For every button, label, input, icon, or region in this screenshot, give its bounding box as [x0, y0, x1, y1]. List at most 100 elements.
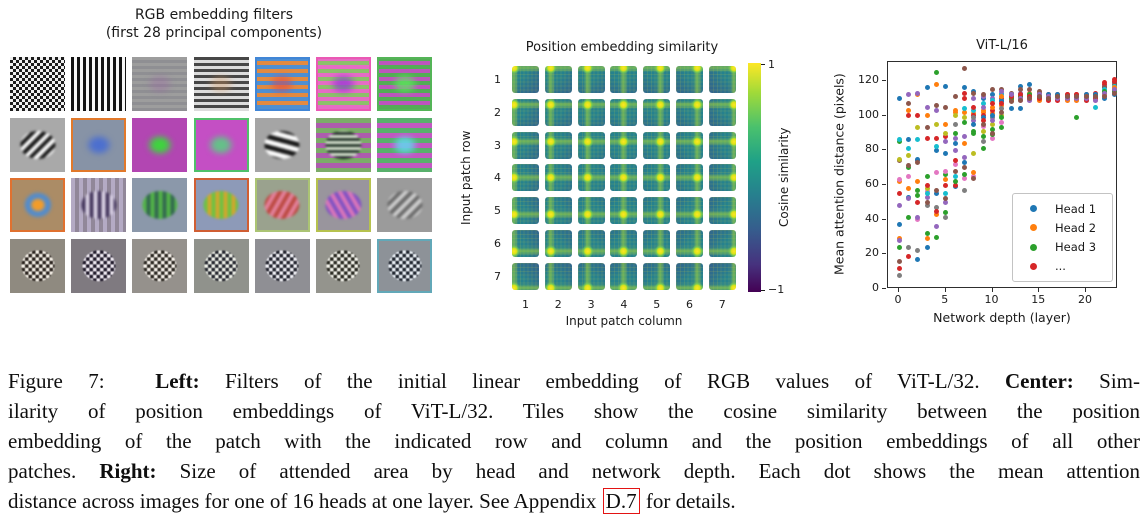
- scatter-point: [1102, 80, 1108, 86]
- legend-row: Head 3: [1013, 240, 1112, 254]
- scatter-point: [905, 253, 911, 259]
- scatter-point: [952, 182, 958, 188]
- scatter-point: [1064, 94, 1070, 100]
- filter-tile: [377, 239, 433, 294]
- filter-tile: [132, 178, 188, 233]
- scatter-point: [1027, 82, 1033, 88]
- pos-tile-r1c7: [708, 66, 736, 93]
- scatter-point: [915, 192, 921, 198]
- scatter-point: [961, 187, 967, 193]
- colorbar: [748, 63, 761, 292]
- scatter-point: [1018, 106, 1024, 112]
- filter-tile: [377, 57, 433, 111]
- scatter-point: [943, 104, 949, 110]
- filter-blob: [142, 191, 178, 220]
- pos-tile-r5c4: [610, 197, 638, 225]
- scatter-point: [905, 163, 911, 169]
- filter-blob: [265, 250, 299, 282]
- scatter-point: [961, 106, 967, 112]
- legend-label: Head 3: [1055, 240, 1097, 255]
- scatter-point: [990, 135, 995, 141]
- appendix-d7-link[interactable]: D.7: [602, 488, 640, 514]
- scatter-point: [943, 196, 949, 202]
- scatter-point: [1092, 94, 1098, 100]
- scatter-ytick-label: 20: [865, 246, 879, 260]
- scatter-ytick: [882, 114, 886, 116]
- legend-dot: [1030, 224, 1037, 232]
- pos-row-labels: 1 2 3 4 5 6 7: [484, 66, 504, 290]
- colorbar-label: Cosine similarity: [777, 127, 791, 228]
- scatter-point: [924, 191, 930, 197]
- scatter-point: [990, 104, 995, 110]
- scatter-point: [952, 121, 958, 127]
- pos-tile-r6c6: [675, 229, 703, 257]
- scatter-point: [943, 215, 949, 221]
- pos-tile-r5c5: [643, 197, 671, 225]
- scatter-ytick-label: 40: [865, 211, 879, 225]
- scatter-point: [905, 215, 911, 221]
- scatter-point: [990, 101, 995, 107]
- pos-tile-r7c1: [512, 262, 539, 290]
- pos-tile-r3c7: [708, 131, 736, 159]
- scatter-point: [971, 114, 977, 120]
- left-panel-title-line1: RGB embedding filters: [134, 7, 294, 23]
- caption-line: Figure 7: Left: Filters of the initial l…: [8, 366, 1140, 396]
- filter-blob: [14, 184, 61, 227]
- pos-tile-r6c4: [610, 229, 638, 257]
- scatter-point: [980, 146, 986, 152]
- scatter-ytick: [882, 184, 886, 186]
- scatter-point: [933, 224, 939, 230]
- caption-text: Size of attended area by head and networ…: [156, 459, 1140, 483]
- scatter-point: [924, 85, 930, 91]
- scatter-point: [905, 108, 911, 114]
- pos-grid: [512, 66, 736, 290]
- filter-blob: [264, 69, 300, 99]
- scatter-point: [896, 237, 902, 243]
- pos-col-label: 4: [620, 298, 628, 311]
- filter-tile: [71, 178, 127, 233]
- scatter-point: [952, 135, 958, 141]
- colorbar-bottom-tick: [761, 290, 765, 291]
- scatter-point: [961, 160, 967, 165]
- pos-col-label: 6: [685, 298, 693, 311]
- left-panel-title-line2: (first 28 principal components): [105, 25, 323, 41]
- pos-tile-r2c4: [610, 98, 638, 126]
- legend-label: Head 2: [1055, 220, 1097, 235]
- scatter-point: [915, 257, 921, 263]
- scatter-point: [990, 127, 995, 133]
- pos-tile-r4c6: [675, 164, 703, 192]
- scatter-xtick-label: 15: [1031, 293, 1046, 306]
- scatter-ytick: [882, 218, 886, 220]
- filter-blob: [387, 69, 423, 99]
- filter-tile: [315, 178, 371, 233]
- scatter-point: [915, 215, 921, 221]
- filter-blob: [81, 191, 117, 220]
- scatter-point: [1111, 90, 1117, 96]
- scatter-point: [999, 120, 1005, 126]
- scatter-point: [943, 130, 949, 136]
- scatter-xtick: [944, 288, 946, 292]
- filter-tile: [132, 57, 188, 111]
- scatter-point: [990, 97, 995, 103]
- pos-tile-r3c5: [643, 131, 671, 159]
- scatter-xtick-label: 0: [894, 293, 902, 306]
- scatter-point: [961, 120, 967, 126]
- pos-tile-r4c5: [643, 164, 671, 192]
- scatter-point: [1046, 95, 1052, 101]
- scatter-point: [905, 137, 911, 143]
- filter-blob: [326, 250, 360, 282]
- scatter-point: [971, 151, 977, 157]
- filter-tile: [132, 239, 188, 294]
- scatter-point: [980, 101, 986, 107]
- pos-row-label: 2: [494, 105, 501, 119]
- filter-tile: [377, 117, 433, 172]
- filter-blob: [142, 69, 178, 99]
- filter-blob: [264, 130, 300, 159]
- filter-tile: [254, 239, 310, 294]
- scatter-point: [905, 113, 911, 119]
- legend-label: ...: [1055, 259, 1066, 274]
- scatter-point: [1018, 87, 1024, 93]
- scatter-point: [905, 196, 911, 202]
- colorbar-top-tick: [761, 64, 765, 65]
- scatter-ytick: [882, 288, 886, 289]
